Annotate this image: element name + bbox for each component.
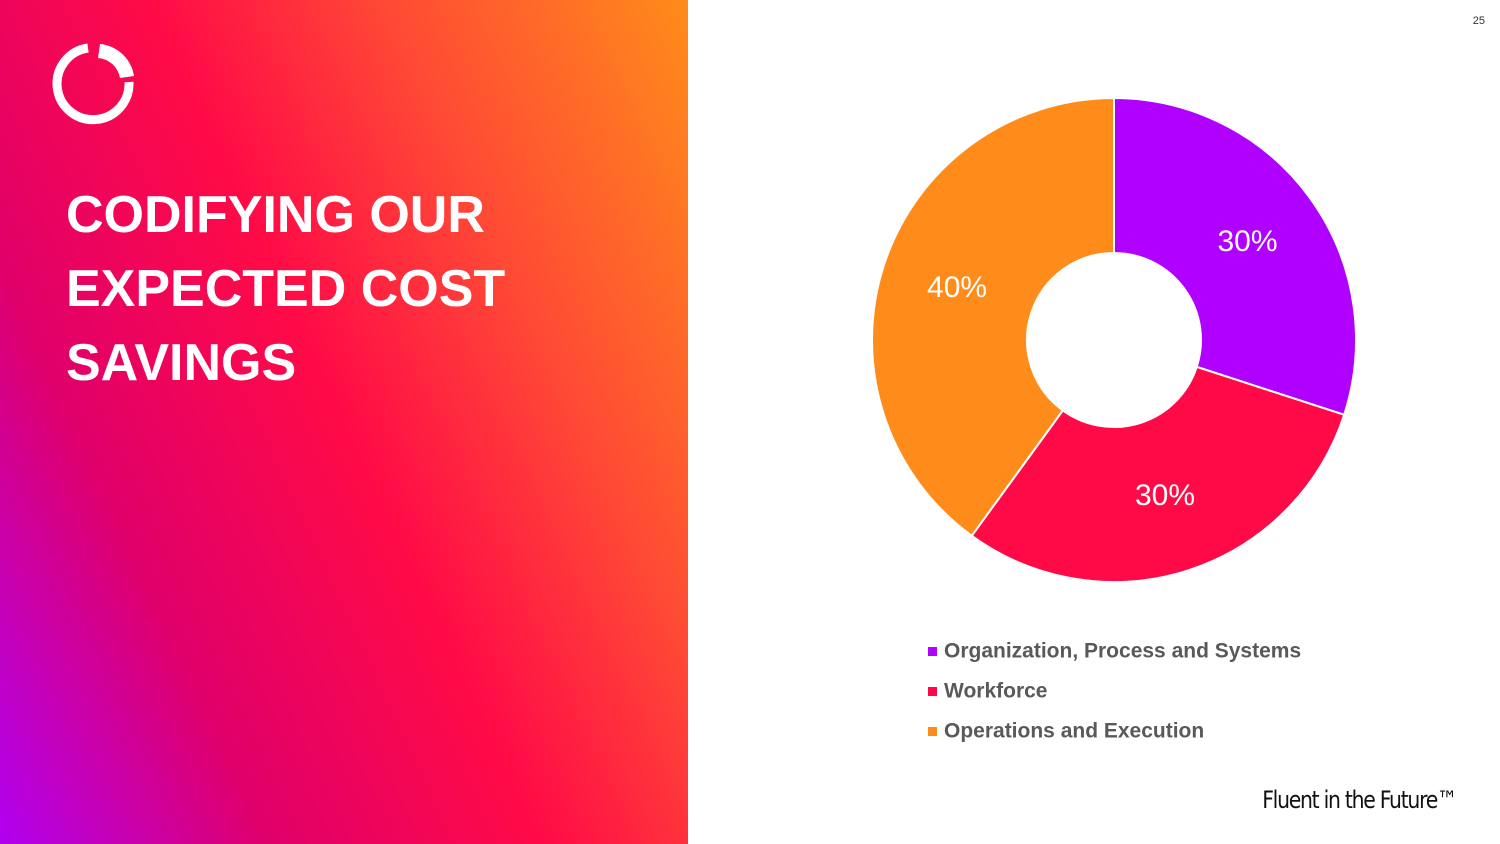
side-panel: CODIFYING OUR EXPECTED COST SAVINGS [0,0,688,844]
slide-title: CODIFYING OUR EXPECTED COST SAVINGS [66,186,506,392]
footer: Fluent in the Future™ [1262,786,1457,814]
slice [970,365,1346,583]
chart: 30% 30% 40% Organization, Process and Syste… [871,96,1357,743]
slice [871,96,1115,538]
data-label: 30% [1135,479,1195,512]
legend-label: Organization, Process and Systems [944,640,1301,663]
page-number: 25 [1472,15,1485,27]
slice [1113,96,1357,417]
legend-label: Operations and Execution [944,720,1204,743]
legend-swatch [928,727,937,736]
legend-swatch [928,647,937,656]
legend-swatch [928,687,937,696]
legend-label: Workforce [944,680,1047,703]
data-label: 30% [1217,225,1277,258]
data-label: 40% [927,271,987,304]
logo-arc [52,43,134,125]
logo-wedge [98,44,134,78]
logo [52,43,134,125]
